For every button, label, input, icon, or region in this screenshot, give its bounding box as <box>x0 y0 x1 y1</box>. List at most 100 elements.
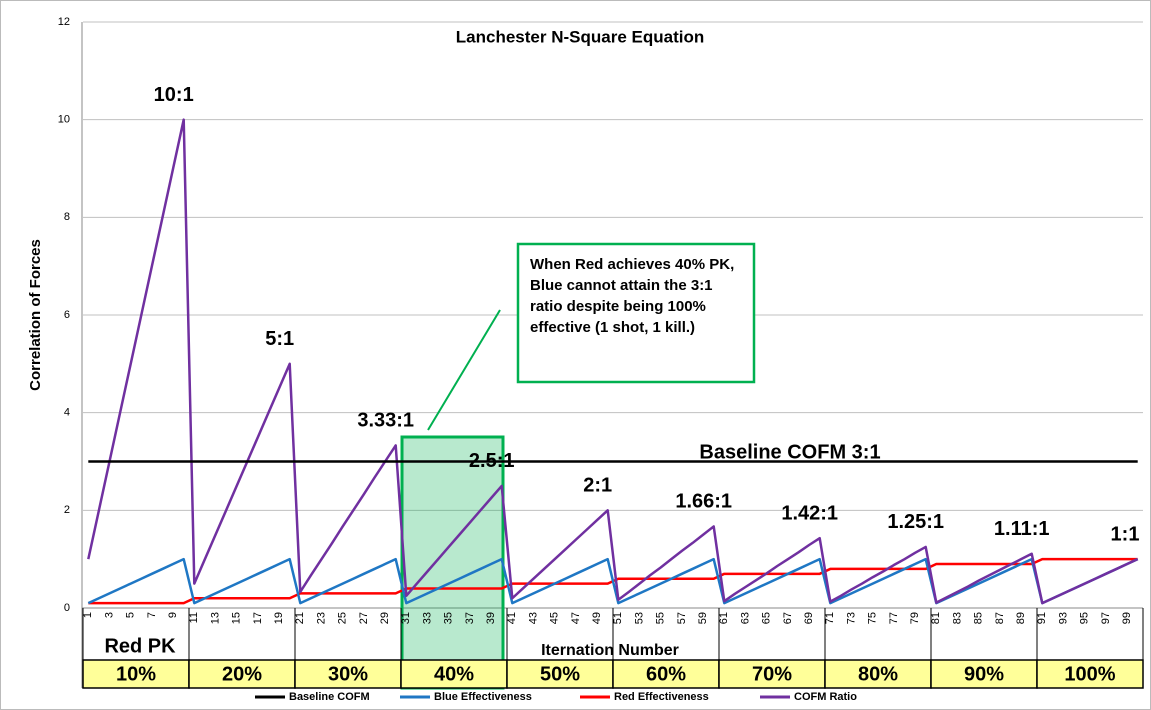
peak-label: 1.25:1 <box>887 511 944 533</box>
x-tick-label: 73 <box>845 612 857 624</box>
x-tick-label: 75 <box>867 612 879 624</box>
pk-cell <box>930 659 1038 689</box>
y-tick-label: 0 <box>64 602 70 614</box>
pk-value: 100% <box>1064 663 1115 685</box>
peak-label: 1:1 <box>1111 523 1140 545</box>
x-tick-label: 21 <box>294 612 306 624</box>
x-tick-label: 15 <box>231 612 243 624</box>
x-tick-label: 45 <box>549 612 561 624</box>
x-tick-label: 53 <box>633 612 645 624</box>
x-tick-label: 25 <box>337 612 349 624</box>
pk-cell <box>294 659 402 689</box>
peak-label: 1.42:1 <box>781 502 838 524</box>
pk-value: 40% <box>434 663 474 685</box>
callout-box <box>516 242 756 384</box>
y-axis-label: Correlation of Forces <box>27 239 44 391</box>
y-tick-label: 2 <box>64 504 70 516</box>
callout-text: When Red achieves 40% PK, Blue cannot at… <box>530 256 735 336</box>
pk-value: 20% <box>222 663 262 685</box>
x-tick-label: 69 <box>803 612 815 624</box>
peak-label: 1.11:1 <box>994 518 1050 540</box>
pk-value: 90% <box>964 663 1004 685</box>
x-tick-label: 87 <box>994 612 1006 624</box>
x-tick-label: 77 <box>888 612 900 624</box>
y-tick-label: 4 <box>64 407 70 419</box>
x-tick-label: 7 <box>146 612 158 618</box>
pk-cell <box>506 659 614 689</box>
x-tick-label: 49 <box>591 612 603 624</box>
x-tick-label: 13 <box>209 612 221 624</box>
legend-label: Red Effectiveness <box>614 691 709 703</box>
x-tick-label: 47 <box>570 612 582 624</box>
x-tick-label: 67 <box>782 612 794 624</box>
pk-cell <box>400 659 508 689</box>
x-tick-label: 79 <box>909 612 921 624</box>
x-tick-label: 85 <box>973 612 985 624</box>
y-tick-label: 10 <box>58 114 70 126</box>
x-tick-label: 97 <box>1100 612 1112 624</box>
legend-label: COFM Ratio <box>794 691 857 703</box>
y-tick-label: 8 <box>64 211 70 223</box>
pk-value: 50% <box>540 663 580 685</box>
x-tick-label: 91 <box>1036 612 1048 624</box>
x-tick-label: 19 <box>273 612 285 624</box>
series-line <box>87 118 1139 605</box>
pk-value: 70% <box>752 663 792 685</box>
x-tick-label: 99 <box>1121 612 1133 624</box>
x-tick-label: 17 <box>252 612 264 624</box>
pk-cell <box>718 659 826 689</box>
pk-cell <box>824 659 932 689</box>
callout-holder: When Red achieves 40% PK, Blue cannot at… <box>530 256 735 336</box>
x-tick-label: 23 <box>315 612 327 624</box>
pk-cell <box>188 659 296 689</box>
x-tick-label: 29 <box>379 612 391 624</box>
x-tick-label: 61 <box>718 612 730 624</box>
x-tick-label: 55 <box>655 612 667 624</box>
x-tick-label: 81 <box>930 612 942 624</box>
x-tick-label: 41 <box>506 612 518 624</box>
peak-label: 2:1 <box>583 475 612 497</box>
x-tick-label: 37 <box>464 612 476 624</box>
x-tick-label: 57 <box>676 612 688 624</box>
x-tick-label: 63 <box>739 612 751 624</box>
x-tick-label: 9 <box>167 612 179 618</box>
x-tick-label: 59 <box>697 612 709 624</box>
x-tick-label: 1 <box>82 612 94 618</box>
legend-label: Blue Effectiveness <box>434 691 532 703</box>
y-tick-label: 12 <box>58 16 70 28</box>
x-tick-label: 31 <box>400 612 412 624</box>
x-tick-label: 51 <box>612 612 624 624</box>
x-tick-label: 95 <box>1079 612 1091 624</box>
peak-label: 2.5:1 <box>469 450 515 472</box>
x-tick-label: 65 <box>761 612 773 624</box>
x-axis-label: Iternation Number <box>541 642 679 659</box>
peak-label: 10:1 <box>154 84 194 106</box>
pk-value: 80% <box>858 663 898 685</box>
legend-label: Baseline COFM <box>289 691 370 703</box>
x-tick-label: 93 <box>1057 612 1069 624</box>
x-tick-label: 43 <box>527 612 539 624</box>
pk-value: 60% <box>646 663 686 685</box>
peak-label: 3.33:1 <box>357 410 414 432</box>
x-tick-label: 3 <box>103 612 115 618</box>
pk-cell <box>1036 659 1144 689</box>
peak-label: 5:1 <box>265 328 294 350</box>
x-tick-label: 71 <box>824 612 836 624</box>
pk-value: 10% <box>116 663 156 685</box>
chart-title: Lanchester N-Square Equation <box>456 27 704 46</box>
x-tick-label: 89 <box>1015 612 1027 624</box>
x-tick-label: 11 <box>188 612 200 623</box>
x-tick-label: 33 <box>421 612 433 624</box>
highlight-block <box>400 435 505 690</box>
callout-connector <box>427 309 501 431</box>
peak-label: 1.66:1 <box>675 491 732 513</box>
y-tick-label: 6 <box>64 309 70 321</box>
x-tick-label: 5 <box>125 612 137 618</box>
baseline-label: Baseline COFM 3:1 <box>699 441 880 463</box>
pk-value: 30% <box>328 663 368 685</box>
pk-label: Red PK <box>104 635 176 657</box>
x-tick-label: 27 <box>358 612 370 624</box>
pk-cell <box>612 659 720 689</box>
series-line <box>87 557 1139 605</box>
